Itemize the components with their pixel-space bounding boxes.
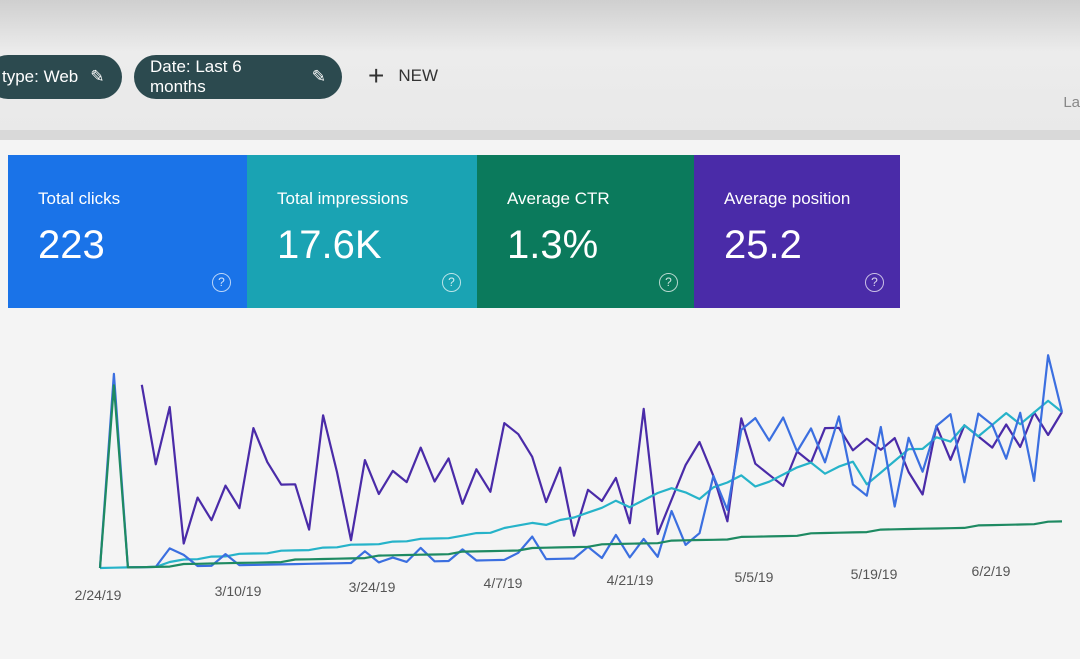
metric-value: 1.3% [507, 223, 599, 267]
metric-value: 17.6K [277, 223, 382, 267]
pencil-icon[interactable]: ✎ [311, 67, 326, 86]
plus-icon: + [368, 60, 385, 91]
metric-label: Total impressions [277, 189, 409, 208]
metric-label: Average CTR [507, 189, 610, 208]
pencil-icon[interactable]: ✎ [90, 67, 105, 86]
metric-tile-clicks[interactable]: Total clicks 223 ? [8, 155, 247, 308]
metric-tiles: Total clicks 223 ? Total impressions 17.… [8, 155, 900, 308]
metric-value: 223 [38, 223, 105, 267]
filter-chip-search-type[interactable]: type: Web ✎ [0, 55, 122, 99]
right-label: La [1063, 94, 1080, 111]
new-filter-button[interactable]: + NEW [368, 60, 439, 91]
metric-value: 25.2 [724, 223, 802, 267]
x-tick-label: 4/21/19 [607, 572, 654, 588]
series-line-2 [98, 354, 1064, 569]
metric-tile-ctr[interactable]: Average CTR 1.3% ? [477, 155, 694, 308]
x-tick-label: 3/10/19 [215, 583, 262, 599]
help-icon[interactable]: ? [442, 273, 461, 292]
metric-tile-impressions[interactable]: Total impressions 17.6K ? [247, 155, 477, 308]
x-tick-label: 6/2/19 [972, 563, 1011, 579]
help-icon[interactable]: ? [865, 273, 884, 292]
filter-bar: type: Web ✎ Date: Last 6 months ✎ + NEW … [0, 0, 1080, 130]
new-label: NEW [398, 66, 439, 85]
filter-label: type: Web [2, 67, 79, 86]
filter-label: Date: Last 6 months [150, 57, 242, 96]
x-tick-label: 3/24/19 [349, 579, 396, 595]
x-tick-label: 5/19/19 [851, 566, 898, 582]
metric-label: Average position [724, 189, 851, 208]
metric-tile-position[interactable]: Average position 25.2 ? [694, 155, 900, 308]
filter-chip-date[interactable]: Date: Last 6 months ✎ [134, 55, 342, 99]
x-tick-label: 4/7/19 [484, 575, 523, 591]
series-line-1 [99, 399, 1063, 570]
x-tick-label: 2/24/19 [75, 587, 122, 603]
help-icon[interactable]: ? [212, 273, 231, 292]
metric-label: Total clicks [38, 189, 121, 208]
series-line-3 [98, 384, 1063, 569]
series-line-0 [140, 384, 1063, 545]
x-tick-label: 5/5/19 [735, 569, 774, 585]
help-icon[interactable]: ? [659, 273, 678, 292]
